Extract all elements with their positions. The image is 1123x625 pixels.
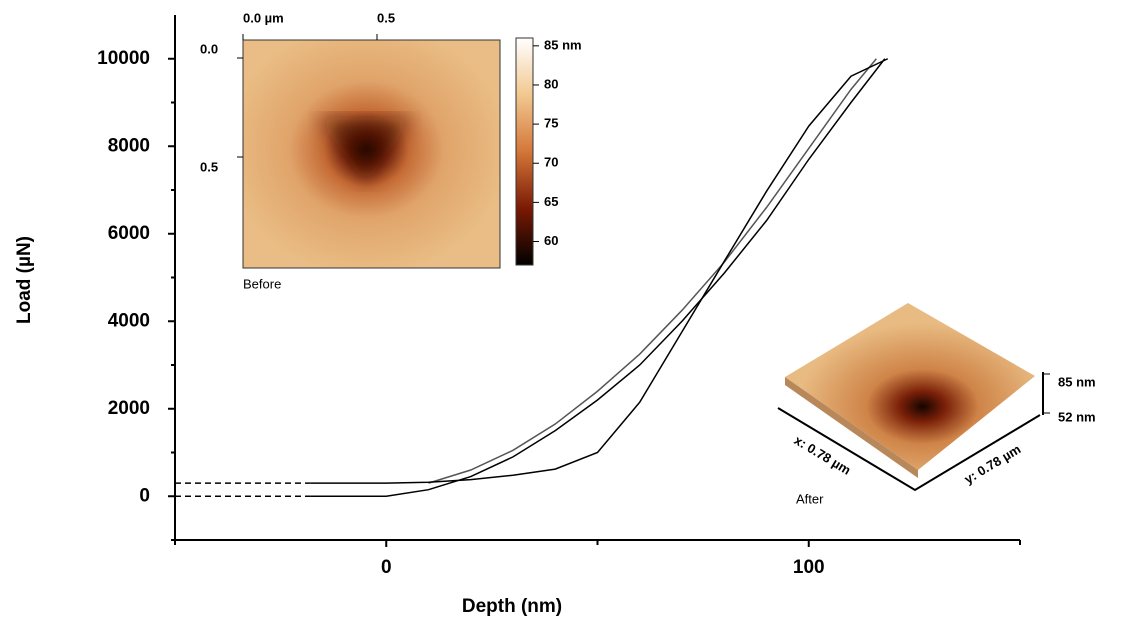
inset-y-label: 0.5	[200, 159, 218, 174]
x-tick-label: 0	[381, 557, 392, 578]
curve	[428, 58, 877, 484]
inset-caption: After	[796, 491, 824, 506]
y-tick-label: 6000	[108, 223, 150, 244]
y-axis-title: Load (µN)	[14, 236, 35, 324]
surface-side	[785, 377, 918, 478]
colorbar-ticks: 85 nm 80 75 70 65 60	[533, 37, 582, 248]
y-tick-label: 0	[139, 485, 150, 506]
image-frame	[242, 39, 501, 269]
x-axis-title: Depth (nm)	[462, 596, 562, 617]
axes: 0 2000 4000 6000 8000 10000 0 100	[97, 15, 1021, 578]
y-dimension: y: 0.78 µm	[962, 441, 1024, 486]
inset-before: 0.0 µm 0.5 0.0 0.5 Before 85 nm 80 75 70 65 6…	[200, 10, 582, 291]
x-dimension: x: 0.78 µm	[792, 432, 854, 477]
afm-surface	[785, 303, 1035, 470]
colorbar-label: 70	[544, 155, 558, 170]
colorbar-label: 60	[544, 233, 558, 248]
curve	[310, 58, 889, 484]
colorbar-label: 75	[544, 116, 558, 131]
colorbar-label: 80	[544, 76, 558, 91]
indent-shadow	[318, 118, 412, 185]
colorbar	[515, 37, 534, 266]
colorbar-label: 65	[544, 194, 558, 209]
inset-x-label: 0.5	[377, 10, 395, 25]
inset-x-label: 0.0 µm	[243, 10, 284, 25]
x-tick-label: 100	[793, 557, 825, 578]
surface-axes	[777, 407, 1041, 492]
colorbar-label: 85 nm	[544, 37, 582, 52]
y-tick-label: 2000	[108, 398, 150, 419]
y-tick-label: 8000	[108, 135, 150, 156]
y-tick-label: 4000	[108, 310, 150, 331]
inset-after: 85 nm 52 nm x: 0.78 µm y: 0.78 µm After	[777, 303, 1096, 506]
y-tick-label: 10000	[97, 48, 150, 69]
z-label: 52 nm	[1058, 409, 1096, 424]
curve	[310, 58, 886, 497]
z-label: 85 nm	[1058, 374, 1096, 389]
inset-caption: Before	[243, 276, 281, 291]
inset-y-label: 0.0	[200, 41, 218, 56]
